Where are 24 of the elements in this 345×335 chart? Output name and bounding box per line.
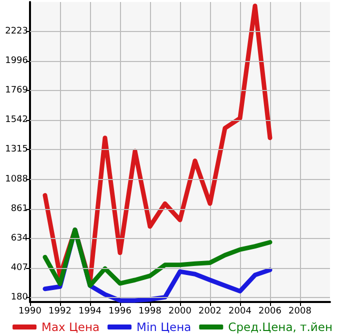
y-tick-label: 407 <box>10 262 28 273</box>
x-tick-label: 1996 <box>108 306 132 316</box>
y-tick-label: 1996 <box>5 56 28 66</box>
x-tick-label: 2008 <box>288 306 312 316</box>
y-tick-label: 634 <box>10 233 28 244</box>
y-tick-label: 1769 <box>5 86 28 96</box>
legend-label: Сред.Цена, т.йен <box>228 320 332 334</box>
x-tick-label: 1992 <box>48 306 72 316</box>
x-tick-label: 1998 <box>138 306 162 316</box>
y-tick-label: 1542 <box>5 115 28 126</box>
y-tick-label: 1088 <box>5 174 28 184</box>
y-tick-label: 861 <box>10 204 28 214</box>
line-series <box>42 228 272 288</box>
x-tick-label: 2002 <box>198 306 222 316</box>
legend-label: Max Цена <box>42 320 100 334</box>
y-tick-label: 2223 <box>5 26 28 37</box>
x-tick-label: 1994 <box>78 306 102 316</box>
x-tick-label: 1990 <box>18 306 42 316</box>
x-tick-label: 2006 <box>258 306 282 316</box>
y-tick-label: 1315 <box>5 144 28 155</box>
x-tick-label: 2004 <box>228 306 252 316</box>
y-tick-label: 180 <box>10 292 28 302</box>
legend-label: Min Цена <box>136 320 192 334</box>
x-tick-label: 2000 <box>168 306 192 316</box>
